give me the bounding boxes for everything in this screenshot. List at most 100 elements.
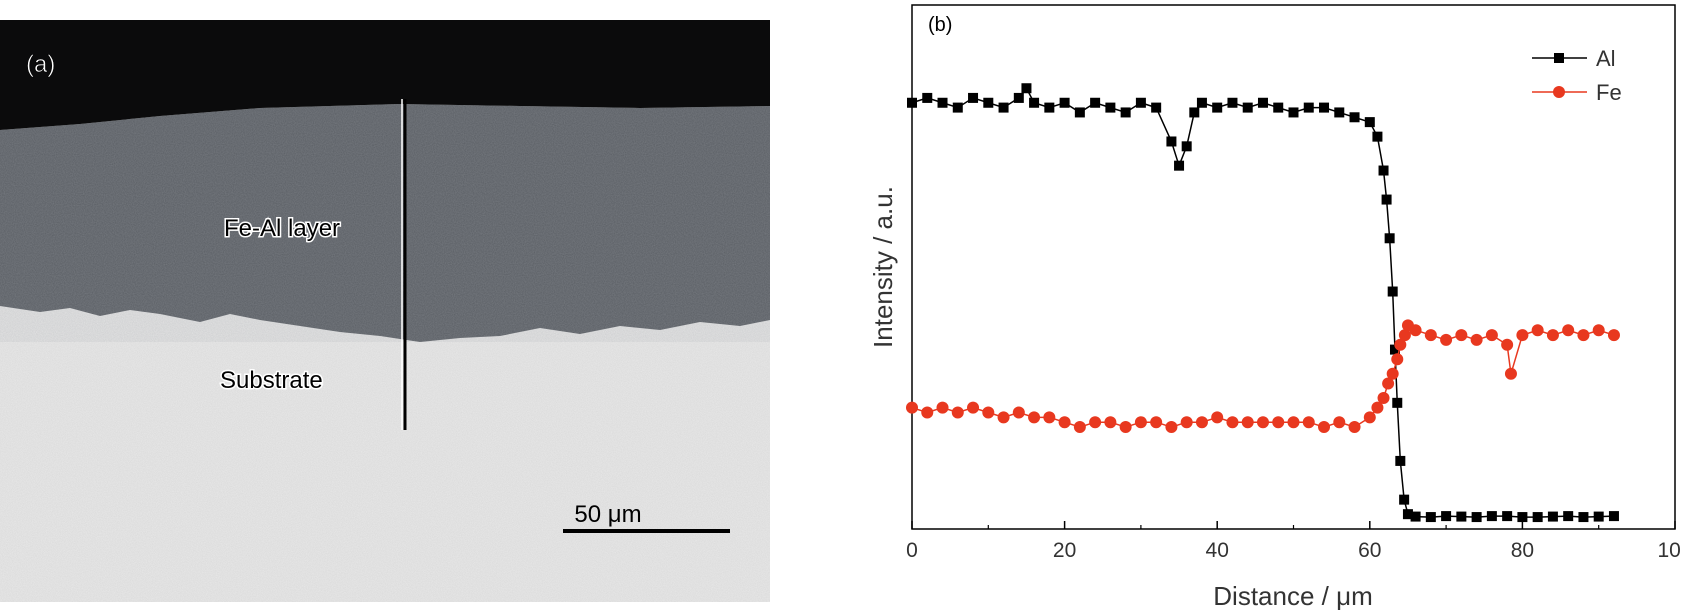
data-point — [1029, 97, 1040, 108]
data-point — [1378, 165, 1389, 176]
data-point — [951, 406, 964, 419]
data-point — [1392, 397, 1403, 408]
data-point — [1303, 102, 1314, 113]
data-point — [1398, 329, 1411, 342]
data-point — [1382, 377, 1395, 390]
data-point — [1593, 511, 1604, 522]
data-point — [1212, 102, 1223, 113]
data-point — [1090, 97, 1101, 108]
y-axis-title: Intensity / a.u. — [868, 186, 898, 348]
data-point — [936, 401, 949, 414]
x-axis-title: Distance / μm — [1213, 581, 1372, 611]
data-point — [1391, 353, 1404, 366]
data-point — [1456, 511, 1467, 522]
data-point — [1502, 511, 1513, 522]
data-point — [1181, 141, 1192, 152]
data-point — [968, 92, 979, 103]
data-point — [1195, 416, 1208, 429]
data-point — [1381, 194, 1392, 205]
data-point — [1517, 512, 1528, 523]
data-point — [1104, 416, 1117, 429]
data-point — [1441, 511, 1452, 522]
data-point — [1256, 416, 1269, 429]
data-point — [1470, 333, 1483, 346]
data-point — [1563, 511, 1574, 522]
data-point — [1608, 511, 1619, 522]
legend-marker — [1553, 86, 1565, 98]
data-point — [937, 97, 948, 108]
series-al — [907, 83, 1619, 523]
data-point — [1166, 136, 1177, 147]
data-point — [1059, 97, 1070, 108]
data-point — [1399, 494, 1410, 505]
data-point — [1387, 286, 1398, 297]
x-tick-label: 40 — [1206, 539, 1229, 562]
data-point — [1226, 416, 1239, 429]
data-point — [1150, 416, 1163, 429]
data-point — [952, 102, 963, 113]
data-point — [1471, 512, 1482, 523]
data-point — [1425, 512, 1436, 523]
data-point — [1272, 416, 1285, 429]
data-point — [1386, 367, 1399, 380]
x-tick-label: 80 — [1511, 539, 1534, 562]
series-layer — [906, 83, 1620, 523]
data-point — [1180, 416, 1193, 429]
legend-item-fe: Fe — [1532, 80, 1622, 105]
data-point — [1012, 406, 1025, 419]
legend-label: Al — [1596, 46, 1616, 71]
data-point — [1532, 512, 1543, 523]
data-point — [1607, 329, 1620, 342]
legend-item-al: Al — [1532, 46, 1616, 71]
data-point — [1241, 416, 1254, 429]
data-point — [1372, 131, 1383, 142]
data-point — [1363, 411, 1376, 424]
series-line — [911, 86, 1614, 518]
data-point — [1151, 102, 1162, 113]
data-point — [1134, 416, 1147, 429]
data-point — [1287, 416, 1300, 429]
x-tick-label: 0 — [906, 539, 918, 562]
data-point — [922, 92, 933, 103]
data-point — [1424, 329, 1437, 342]
data-point — [1578, 512, 1589, 523]
data-point — [1409, 324, 1422, 337]
data-point — [967, 401, 980, 414]
data-point — [1043, 411, 1056, 424]
data-point — [1394, 338, 1407, 351]
data-point — [1455, 329, 1468, 342]
x-tick-label: 100 — [1657, 539, 1681, 562]
data-point — [1486, 511, 1497, 522]
data-point — [1189, 107, 1200, 118]
data-point — [1288, 107, 1299, 118]
data-point — [1384, 233, 1395, 244]
substrate-label: Substrate — [220, 367, 323, 394]
data-point — [982, 406, 995, 419]
data-point — [1211, 411, 1224, 424]
legend-marker — [1554, 53, 1564, 63]
data-point — [1028, 411, 1041, 424]
data-point — [1440, 333, 1453, 346]
data-point — [1196, 97, 1207, 108]
data-point — [1377, 392, 1390, 404]
data-point — [1410, 511, 1421, 522]
data-point — [1318, 421, 1331, 434]
data-point — [1227, 97, 1238, 108]
data-point — [1501, 338, 1514, 351]
data-point — [1547, 511, 1558, 522]
data-point — [1546, 329, 1559, 342]
data-point — [997, 411, 1010, 424]
series-fe — [906, 319, 1620, 434]
data-point — [907, 97, 917, 108]
data-point — [1562, 324, 1575, 337]
mounting-resin-region — [0, 20, 770, 130]
data-point — [1577, 329, 1590, 342]
panel-b-label: (b) — [928, 14, 952, 36]
data-point — [906, 401, 918, 414]
data-point — [1089, 416, 1102, 429]
data-point — [1021, 83, 1032, 94]
data-point — [1349, 112, 1360, 123]
x-tick-label: 60 — [1358, 539, 1381, 562]
x-tick-label: 20 — [1053, 539, 1076, 562]
data-point — [1044, 102, 1055, 113]
